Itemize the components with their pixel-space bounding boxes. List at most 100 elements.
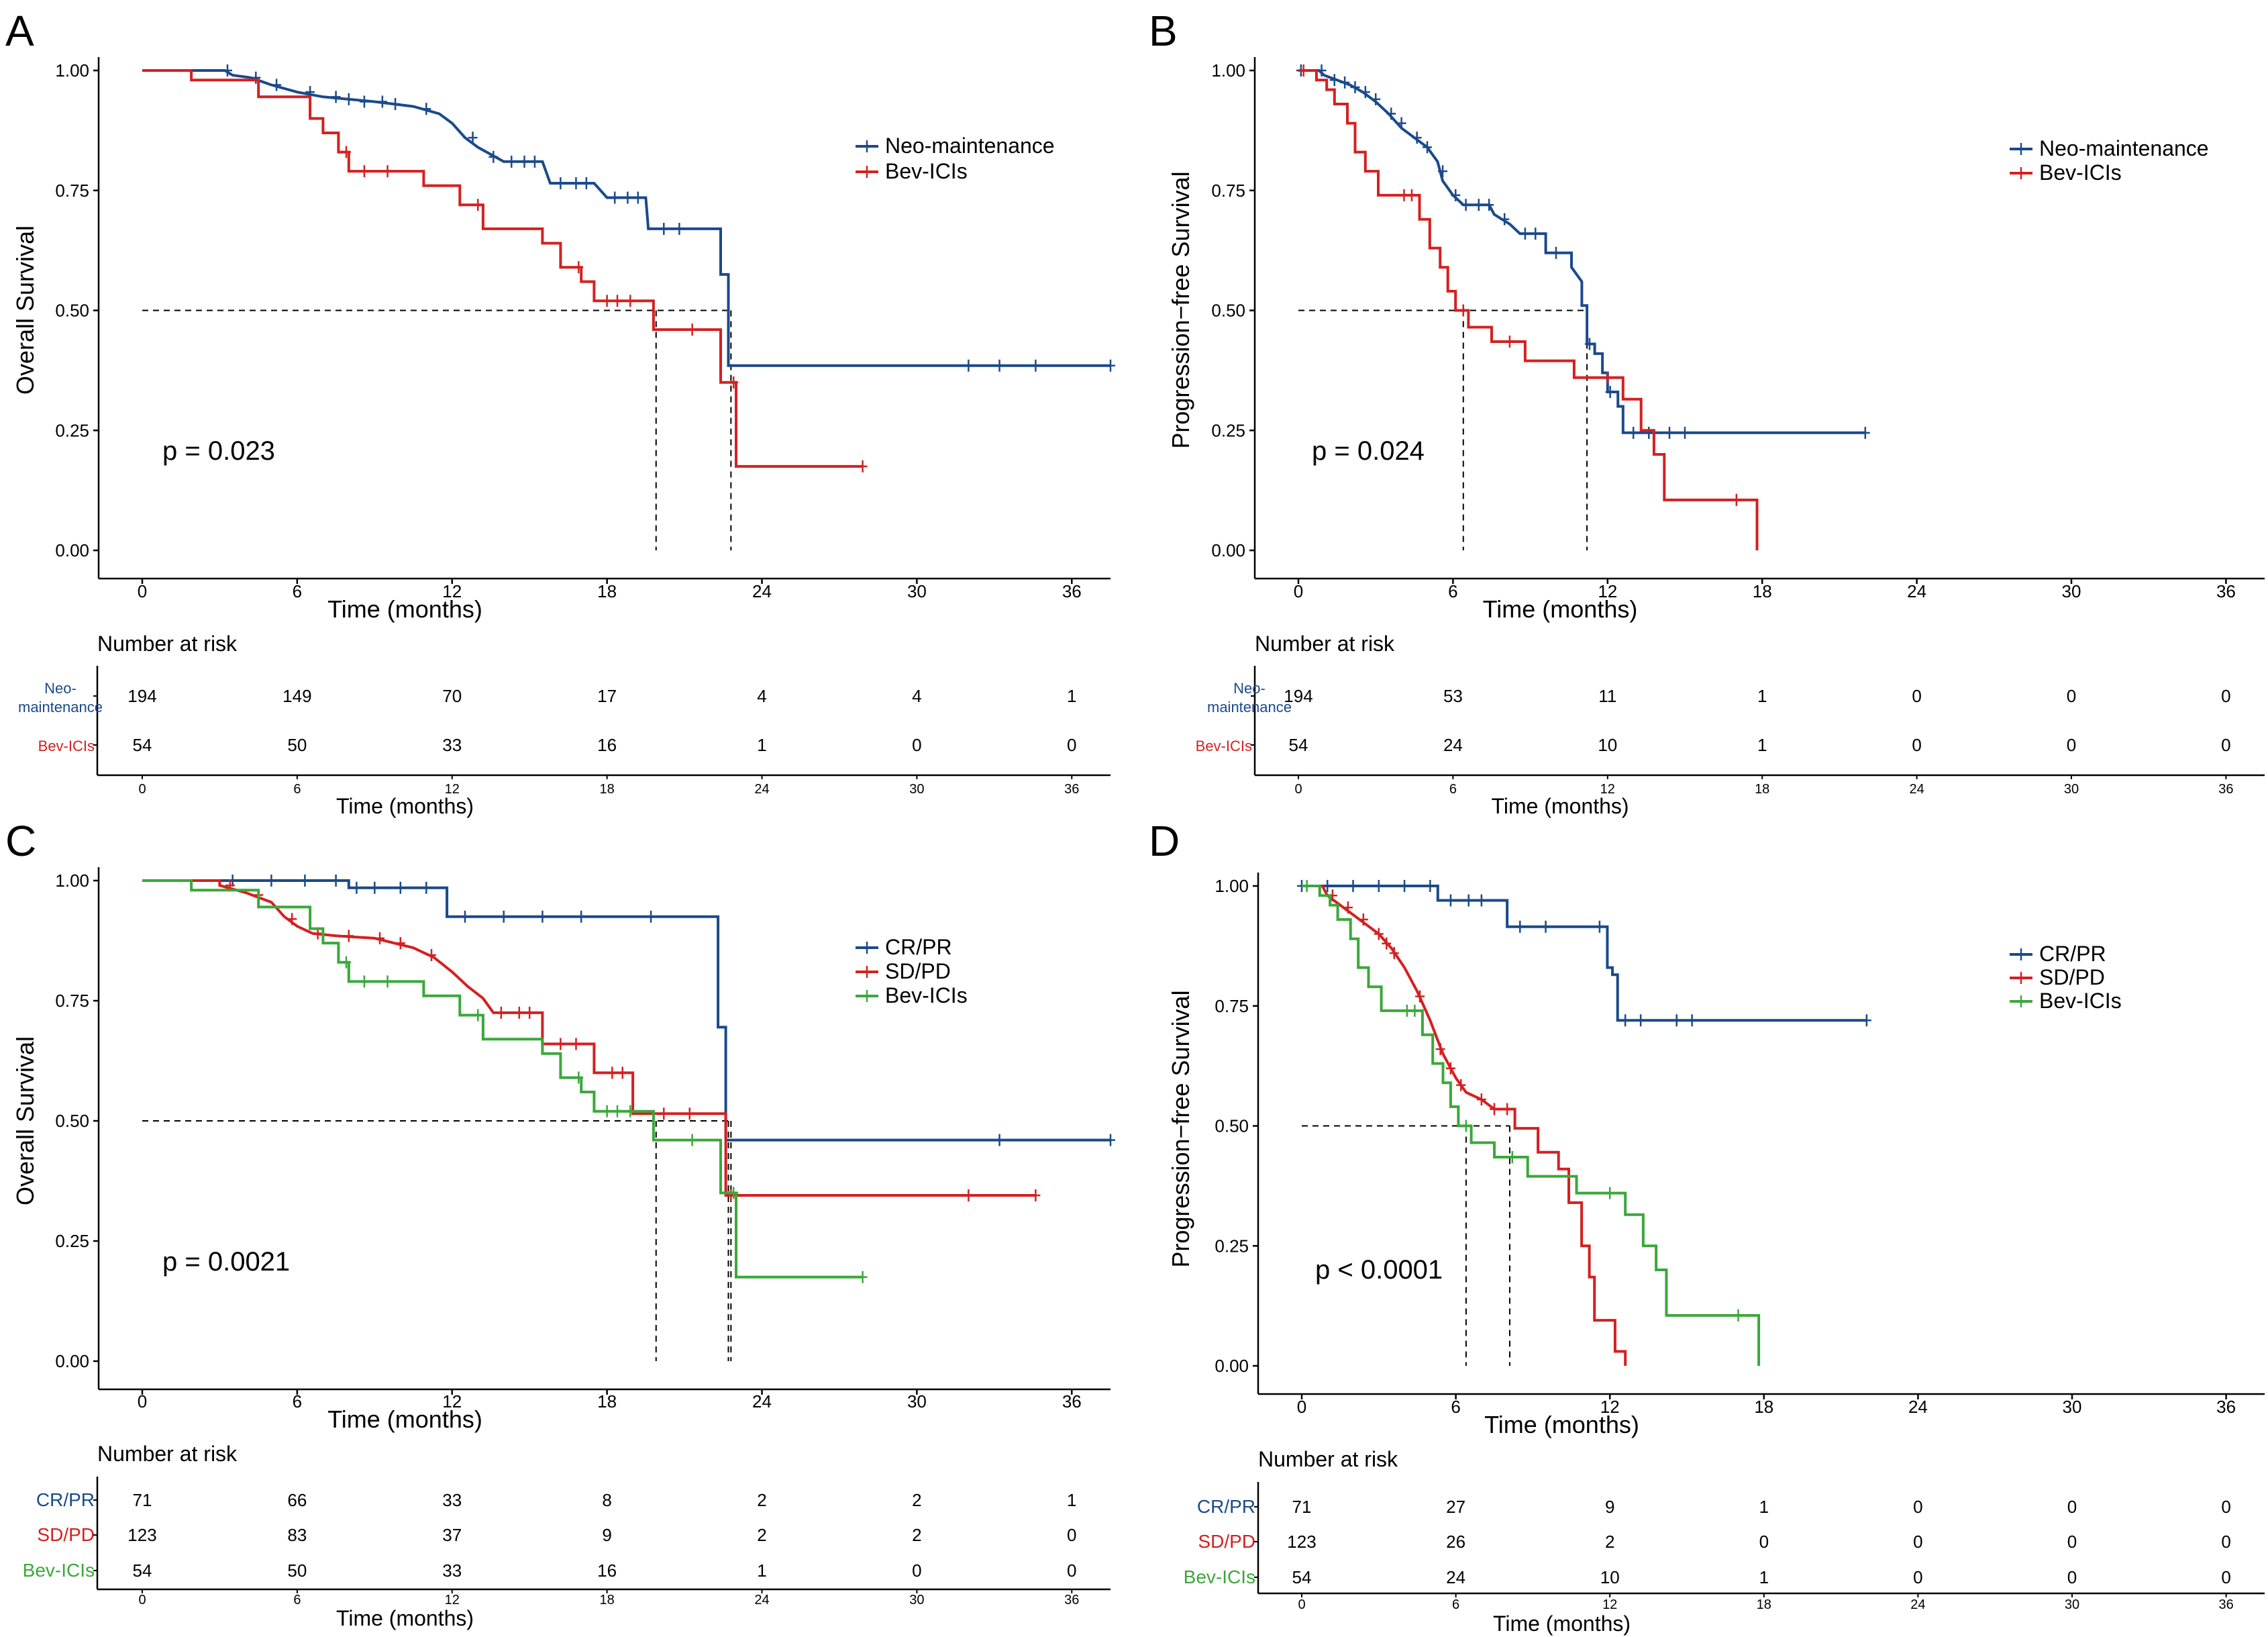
censor-mark: [994, 1134, 1004, 1146]
risk-count: 1: [1759, 1497, 1769, 1517]
risk-count: 2: [757, 1525, 766, 1545]
risk-count: 0: [2067, 686, 2076, 706]
risk-x-axis-title: Time (months): [1493, 1611, 1631, 1636]
y-tick-label: 0.25: [55, 1231, 89, 1251]
censor-mark: [729, 376, 739, 389]
x-tick-label: 6: [293, 581, 302, 601]
censor-mark: [1445, 894, 1455, 907]
risk-x-tick-label: 0: [138, 782, 146, 797]
censor-mark: [488, 150, 499, 163]
legend-label: SD/PD: [2039, 965, 2105, 989]
censor-mark: [507, 155, 517, 168]
censor-mark: [1636, 1014, 1646, 1027]
y-tick-label: 0.25: [1215, 1236, 1249, 1256]
x-axis-title: Time (months): [327, 595, 482, 623]
censor-mark: [581, 177, 591, 190]
risk-count: 54: [1292, 1567, 1312, 1587]
risk-count: 83: [287, 1525, 307, 1545]
censor-mark: [1733, 1309, 1743, 1322]
risk-count: 54: [1289, 735, 1308, 755]
x-tick-label: 6: [293, 1391, 302, 1411]
risk-count: 0: [2067, 1532, 2077, 1552]
risk-count: 8: [602, 1490, 611, 1510]
censor-mark: [1451, 189, 1461, 201]
risk-count: 2: [912, 1490, 921, 1510]
censor-mark: [1504, 335, 1514, 348]
risk-x-tick-label: 30: [909, 1593, 924, 1607]
risk-x-tick-label: 12: [445, 782, 460, 797]
censor-mark: [1605, 1187, 1615, 1199]
risk-x-tick-label: 30: [2065, 1597, 2079, 1612]
censor-mark: [1435, 1043, 1445, 1056]
risk-count: 0: [1912, 735, 1921, 755]
risk-count: 123: [1287, 1532, 1316, 1552]
x-tick-label: 12: [1600, 1397, 1620, 1417]
legend-label: Bev-ICIs: [2039, 160, 2122, 185]
risk-count: 2: [912, 1525, 921, 1545]
censor-mark: [1106, 1134, 1115, 1146]
km-curve-neo-maintenance: [142, 69, 1111, 367]
y-axis-title: Overall Survival: [11, 1036, 39, 1205]
censor-mark: [1350, 81, 1360, 94]
risk-x-tick-label: 36: [1064, 1593, 1079, 1607]
y-tick-label: 0.50: [55, 1111, 89, 1131]
risk-x-tick-label: 36: [2218, 782, 2233, 797]
risk-count: 0: [2067, 1497, 2077, 1517]
censor-mark: [571, 177, 581, 190]
censor-mark: [1461, 1120, 1471, 1132]
panel-letter: A: [5, 7, 34, 55]
censor-mark: [251, 71, 261, 84]
risk-count: 2: [1605, 1532, 1614, 1552]
y-tick-label: 0.50: [1211, 301, 1245, 321]
risk-count: 0: [1913, 1497, 1922, 1517]
x-axis-title: Time (months): [327, 1405, 482, 1433]
censor-mark: [1374, 880, 1384, 892]
risk-strata-label: SD/PD: [1198, 1531, 1255, 1552]
censor-mark: [574, 261, 584, 274]
risk-x-tick-label: 12: [1600, 782, 1615, 797]
risk-count: 71: [133, 1490, 152, 1510]
risk-x-tick-label: 24: [754, 1593, 769, 1607]
risk-count: 0: [1759, 1532, 1769, 1552]
censor-mark: [556, 177, 566, 190]
censor-mark: [1541, 920, 1551, 933]
censor-mark: [300, 875, 310, 887]
censor-mark: [1340, 76, 1350, 89]
risk-x-tick-label: 30: [2064, 782, 2079, 797]
censor-mark: [633, 191, 643, 204]
censor-mark: [1456, 1079, 1466, 1091]
censor-mark: [1343, 901, 1353, 914]
censor-mark: [1484, 199, 1494, 211]
km-curve-bev-icis: [1298, 69, 1759, 550]
risk-count: 16: [597, 1560, 617, 1581]
risk-strata-label: Neo-: [44, 680, 76, 697]
censor-mark: [1360, 86, 1370, 99]
risk-count: 24: [1443, 735, 1463, 755]
x-tick-label: 36: [1062, 581, 1082, 601]
risk-x-tick-label: 6: [293, 782, 301, 797]
risk-count: 50: [287, 1560, 307, 1581]
censor-mark: [964, 1189, 974, 1201]
censor-mark: [687, 324, 697, 336]
x-tick-label: 18: [597, 1391, 617, 1411]
censor-mark: [222, 64, 232, 77]
legend-label: Bev-ICIs: [885, 159, 968, 183]
censor-mark: [499, 910, 509, 923]
y-tick-label: 0.00: [55, 540, 89, 560]
censor-mark: [468, 132, 478, 144]
censor-mark: [537, 910, 548, 923]
censor-mark: [1412, 132, 1422, 144]
censor-mark: [1415, 990, 1425, 1003]
km-curve-sd-pd: [1302, 885, 1627, 1366]
risk-x-tick-label: 24: [1910, 1597, 1925, 1612]
risk-x-axis-title: Time (months): [1491, 794, 1629, 818]
risk-count: 10: [1598, 735, 1617, 755]
censor-mark: [1406, 189, 1416, 201]
legend-label: Bev-ICIs: [2039, 989, 2122, 1013]
censor-mark: [331, 91, 341, 103]
censor-mark: [1531, 228, 1541, 240]
censor-mark: [687, 1134, 697, 1146]
censor-mark: [1629, 426, 1639, 439]
risk-strata-label: Bev-ICIs: [1196, 738, 1252, 754]
censor-mark: [1425, 880, 1435, 892]
